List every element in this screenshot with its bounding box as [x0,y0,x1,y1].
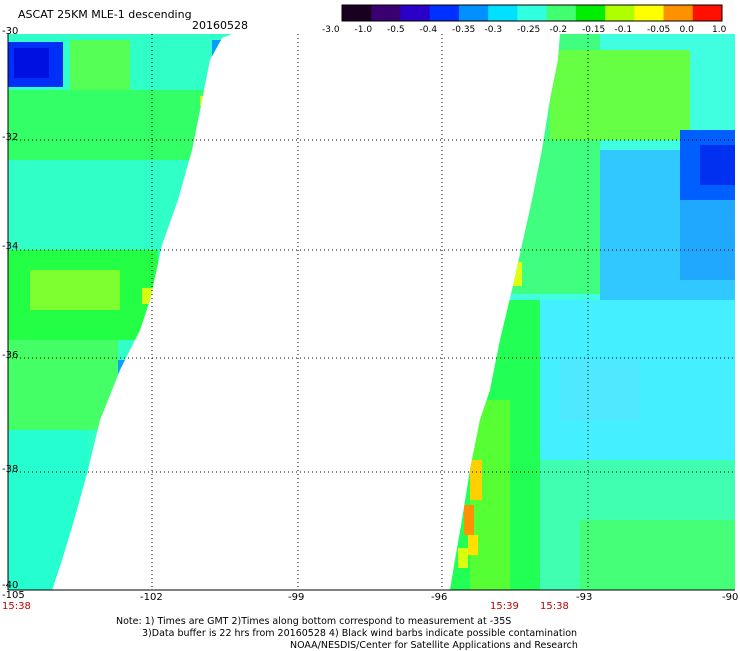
colorbar-label: -0.5 [387,25,405,35]
y-tick-label: -30 [2,26,19,37]
colorbar-label: 0.0 [679,25,694,35]
colorbar-segment [400,5,431,21]
colorbar-segment [517,5,548,21]
colorbar-label: -3.0 [322,25,340,35]
y-tick-label: -38 [2,464,19,475]
colorbar-label: -0.35 [452,25,476,35]
y-tick-label: -36 [2,350,19,361]
colorbar-segment [342,5,372,21]
time-label: 15:39 [490,601,519,612]
colorbar-segment [458,5,489,21]
colorbar-label: -0.1 [614,25,633,35]
y-tick-label: -34 [2,241,19,252]
colorbar-label: -0.2 [549,25,568,35]
colorbar-frame [341,4,723,22]
colorbar-segment [488,5,518,21]
x-tick-label: -90 [722,592,739,603]
colorbar-label: -1.0 [354,25,373,35]
x-tick-label: -105 [2,590,25,601]
colorbar-segment [546,5,577,21]
axis-frame [7,34,735,591]
colorbar-label: -0.4 [419,25,438,35]
colorbar-segment [692,5,723,21]
colorbar-label: -0.15 [582,25,606,35]
map-title: ASCAT 25KM MLE-1 descending [18,8,192,21]
note-line-3: NOAA/NESDIS/Center for Satellite Applica… [290,640,578,651]
colorbar-label: -0.3 [484,25,503,35]
colorbar-label: 1.0 [712,25,727,35]
colorbar-segment [634,5,665,21]
y-tick-label: -40 [2,580,19,591]
x-tick-label: -93 [576,592,593,603]
colorbar-segment [429,5,460,21]
colorbar-segment [575,5,606,21]
right-swath [450,34,735,590]
left-swath [8,34,232,590]
note-line-2: 3)Data buffer is 22 hrs from 20160528 4)… [142,628,578,639]
colorbar [341,4,723,22]
map-date: 20160528 [192,19,248,32]
y-tick-label: -32 [2,132,19,143]
colorbar-label: -0.05 [647,25,671,35]
colorbar-segment [663,5,694,21]
note-line-1: Note: 1) Times are GMT 2)Times along bot… [116,616,512,627]
time-label: 15:38 [540,601,569,612]
time-label: 15:38 [2,601,31,612]
x-tick-label: -102 [140,592,163,603]
colorbar-label: -0.25 [517,25,541,35]
grid-lines [8,34,735,590]
colorbar-segment [605,5,635,21]
x-tick-label: -96 [431,592,448,603]
colorbar-segment [371,5,401,21]
x-tick-label: -99 [288,592,305,603]
